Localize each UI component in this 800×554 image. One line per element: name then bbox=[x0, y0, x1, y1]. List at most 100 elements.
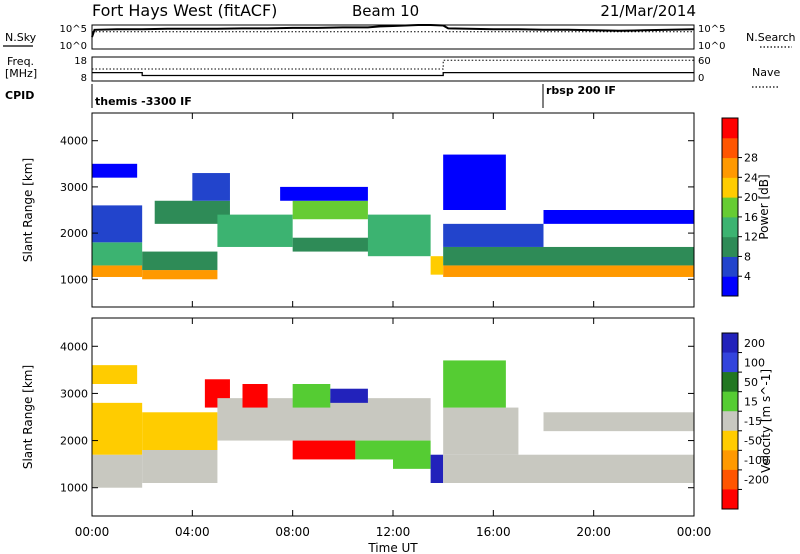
velocity-cbar-label-2: 50 bbox=[744, 376, 758, 389]
xtick-label-2: 08:00 bbox=[275, 525, 310, 539]
freq-unit: [MHz] bbox=[5, 67, 37, 80]
velocity-cbar-seg-0 bbox=[722, 333, 738, 354]
noise-lines bbox=[91, 24, 695, 38]
velocity-cbar-label-3: 15 bbox=[744, 395, 758, 408]
freq-lines bbox=[92, 59, 694, 77]
velocity-band-1 bbox=[92, 402, 143, 455]
velocity-band-17 bbox=[543, 412, 694, 432]
power-band-17 bbox=[443, 154, 506, 210]
time-x-label: Time UT bbox=[367, 541, 418, 554]
velocity-ytick-label-0: 1000 bbox=[60, 482, 88, 495]
velocity-band-2 bbox=[92, 365, 138, 384]
nsearch-tick-hi: 10^5 bbox=[698, 24, 725, 35]
velocity-cbar-label-7: -200 bbox=[744, 474, 769, 487]
velocity-cbar-seg-8 bbox=[722, 489, 738, 510]
cpid-text-2: rbsp 200 IF bbox=[546, 84, 616, 97]
power-y-axis: 1000 2000 3000 4000 bbox=[60, 135, 694, 286]
velocity-y-axis: 1000 2000 3000 4000 bbox=[60, 340, 694, 495]
velocity-cbar-seg-5 bbox=[722, 430, 738, 451]
nsky-line bbox=[91, 24, 695, 38]
velocity-band-13 bbox=[430, 454, 444, 483]
beam-title: Beam 10 bbox=[352, 2, 419, 20]
freq-tick-lo: 8 bbox=[81, 73, 87, 84]
velocity-ytick-label-2: 3000 bbox=[60, 387, 88, 400]
power-band-16 bbox=[443, 223, 544, 247]
power-cbar-seg-0 bbox=[722, 276, 738, 297]
velocity-ytick-label-3: 4000 bbox=[60, 340, 88, 353]
freq-label: Freq. bbox=[7, 55, 34, 68]
power-ytick-label-2: 3000 bbox=[60, 181, 88, 194]
power-colorbar-label: Power [dB] bbox=[757, 174, 771, 239]
velocity-ytick-label-1: 2000 bbox=[60, 435, 88, 448]
power-band-6 bbox=[154, 200, 230, 224]
freq-tick-hi: 18 bbox=[74, 56, 87, 67]
power-ytick-label-1: 2000 bbox=[60, 227, 88, 240]
velocity-cbar-label-1: 100 bbox=[744, 356, 765, 369]
power-cbar-seg-3 bbox=[722, 216, 738, 238]
power-cbar-label-1: 8 bbox=[744, 250, 751, 263]
power-band-10 bbox=[280, 186, 368, 201]
power-band-3 bbox=[92, 163, 138, 178]
power-colorbar-frame bbox=[721, 117, 739, 297]
velocity-colorbar-label: Velocity [m s^-1] bbox=[759, 369, 773, 473]
date-title: 21/Mar/2014 bbox=[600, 2, 696, 20]
nave-line bbox=[92, 59, 694, 70]
velocity-band-11 bbox=[355, 440, 393, 460]
power-cbar-label-3: 16 bbox=[744, 211, 758, 224]
power-cbar-seg-8 bbox=[722, 118, 738, 139]
velocity-cbar-seg-1 bbox=[722, 352, 738, 373]
xtick-label-1: 04:00 bbox=[175, 525, 210, 539]
velocity-colorbar: 200 100 50 15 -15 -50 -100 -200 bbox=[722, 333, 769, 510]
power-band-13 bbox=[430, 256, 444, 275]
power-cbar-label-2: 12 bbox=[744, 231, 758, 244]
power-cbar-seg-6 bbox=[722, 157, 738, 178]
power-cbar-label-5: 24 bbox=[744, 171, 758, 184]
power-band-4 bbox=[142, 270, 218, 280]
velocity-band-10 bbox=[292, 440, 356, 460]
velocity-band-4 bbox=[142, 412, 218, 450]
velocity-heatmap bbox=[92, 360, 694, 488]
power-band-2 bbox=[92, 205, 143, 243]
velocity-cbar-seg-7 bbox=[722, 469, 738, 490]
velocity-cbar-seg-3 bbox=[722, 391, 738, 412]
power-cbar-label-4: 20 bbox=[744, 191, 758, 204]
nsky-tick-hi: 10^5 bbox=[60, 24, 87, 35]
power-cbar-seg-2 bbox=[722, 236, 738, 257]
velocity-band-9 bbox=[330, 388, 368, 403]
xtick-label-0: 00:00 bbox=[75, 525, 110, 539]
velocity-band-12 bbox=[393, 440, 431, 469]
velocity-cbar-seg-6 bbox=[722, 450, 738, 471]
velocity-cbar-seg-2 bbox=[722, 372, 738, 393]
velocity-cbar-label-6: -100 bbox=[744, 454, 769, 467]
power-band-9 bbox=[292, 200, 368, 220]
velocity-band-3 bbox=[142, 450, 218, 483]
nsearch-label: N.Search bbox=[746, 31, 796, 44]
power-band-8 bbox=[217, 214, 293, 247]
power-heatmap bbox=[92, 154, 694, 280]
power-colorbar: 4 8 12 16 20 24 28 bbox=[722, 118, 758, 297]
power-ytick-label-3: 4000 bbox=[60, 135, 88, 148]
nave-tick-hi: 60 bbox=[698, 56, 711, 67]
power-cbar-seg-5 bbox=[722, 177, 738, 198]
nsky-label: N.Sky bbox=[5, 31, 37, 44]
power-band-5 bbox=[142, 251, 218, 271]
xtick-label-4: 16:00 bbox=[476, 525, 511, 539]
power-cbar-label-0: 4 bbox=[744, 270, 751, 283]
power-cbar-label-6: 28 bbox=[744, 152, 758, 165]
velocity-cbar-label-5: -50 bbox=[744, 435, 762, 448]
power-cbar-seg-1 bbox=[722, 256, 738, 277]
power-band-7 bbox=[192, 173, 230, 201]
xtick-label-6: 00:00 bbox=[677, 525, 712, 539]
power-band-15 bbox=[443, 246, 694, 266]
power-band-1 bbox=[92, 242, 143, 266]
velocity-band-8 bbox=[292, 384, 331, 408]
power-band-0 bbox=[92, 265, 143, 277]
velocity-cbar-seg-4 bbox=[722, 411, 738, 432]
velocity-band-0 bbox=[92, 454, 143, 488]
power-cbar-seg-7 bbox=[722, 137, 738, 159]
velocity-band-16 bbox=[443, 360, 506, 408]
time-x-axis: 00:00 04:00 08:00 12:00 16:00 20:00 00:00 bbox=[75, 113, 712, 539]
power-cbar-seg-4 bbox=[722, 197, 738, 218]
xtick-label-5: 20:00 bbox=[576, 525, 611, 539]
power-band-12 bbox=[367, 214, 431, 257]
